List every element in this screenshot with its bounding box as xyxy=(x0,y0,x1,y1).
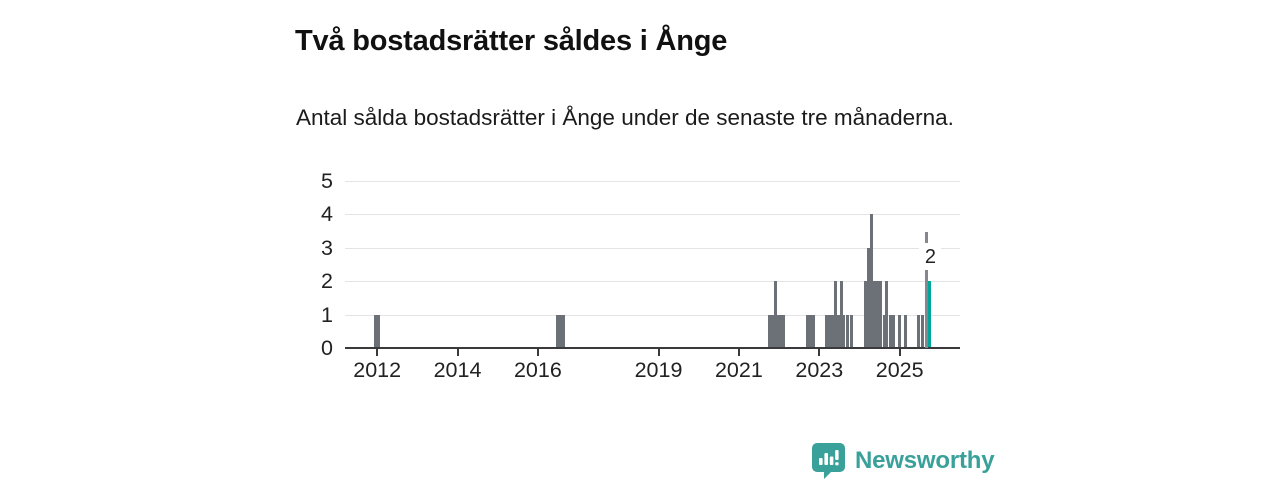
x-axis-tick xyxy=(658,349,660,356)
highlighted-bar xyxy=(928,281,931,348)
bar xyxy=(377,315,380,348)
y-axis-label: 3 xyxy=(285,235,333,261)
x-axis-label: 2014 xyxy=(426,358,490,382)
y-axis-label: 2 xyxy=(285,268,333,294)
bar xyxy=(782,315,785,348)
x-axis-label: 2021 xyxy=(707,358,771,382)
bar xyxy=(850,315,853,348)
bar xyxy=(885,281,888,348)
newsworthy-wordmark: Newsworthy xyxy=(855,447,994,475)
x-axis-label: 2019 xyxy=(627,358,691,382)
gridline-y5 xyxy=(345,181,960,182)
x-axis-tick xyxy=(818,349,820,356)
x-axis-tick xyxy=(457,349,459,356)
annotation-dash xyxy=(925,232,928,243)
gridline-y4 xyxy=(345,214,960,215)
bar xyxy=(846,315,849,348)
annotation-line xyxy=(925,270,928,348)
bar xyxy=(892,315,895,348)
bar xyxy=(898,315,901,348)
speech-bubble-bar-chart-icon xyxy=(812,442,846,479)
x-axis-label: 2016 xyxy=(506,358,570,382)
x-axis-label: 2012 xyxy=(345,358,409,382)
x-axis-tick xyxy=(376,349,378,356)
x-axis-tick xyxy=(899,349,901,356)
x-axis-line xyxy=(345,347,960,349)
bar xyxy=(876,281,879,348)
bar xyxy=(921,315,924,348)
bar xyxy=(917,315,920,348)
x-axis-label: 2023 xyxy=(787,358,851,382)
bar xyxy=(904,315,907,348)
newsworthy-logo: Newsworthy xyxy=(812,442,994,479)
y-axis-label: 0 xyxy=(285,335,333,361)
annotation-value-label: 2 xyxy=(919,246,941,268)
y-axis-label: 1 xyxy=(285,302,333,328)
bar-chart: 0 1 2 3 4 5 2012 2014 2016 2019 2021 2023 2025 2 xyxy=(0,0,1280,480)
bar xyxy=(812,315,815,348)
bar xyxy=(562,315,565,348)
y-axis-label: 5 xyxy=(285,168,333,194)
x-axis-label: 2025 xyxy=(868,358,932,382)
x-axis-tick xyxy=(537,349,539,356)
y-axis-label: 4 xyxy=(285,201,333,227)
x-axis-tick xyxy=(738,349,740,356)
